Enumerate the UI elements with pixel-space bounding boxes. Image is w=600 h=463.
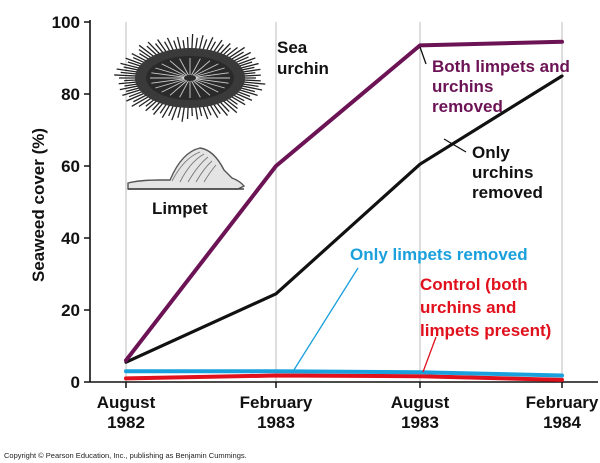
copyright-notice: Copyright © Pearson Education, Inc., pub… (4, 451, 247, 460)
series-label-0: Both limpets and urchins removed (432, 57, 570, 116)
series-label-2: Only limpets removed (350, 245, 528, 264)
sea-urchin-illustration (114, 33, 266, 122)
x-tick-label: February 1984 (526, 393, 599, 432)
y-tick-label: 0 (71, 373, 80, 392)
series-line-2 (124, 369, 564, 378)
limpet-illustration (127, 147, 246, 190)
x-tick-label: August 1982 (97, 393, 156, 432)
annotations: Both limpets and urchins removed Only urchin… (152, 38, 570, 374)
y-tick-label: 80 (61, 85, 80, 104)
y-tick-label: 60 (61, 157, 80, 176)
pointer-only-urchins (443, 138, 467, 153)
series-label-1: Only urchins removed (472, 143, 543, 202)
series-lines (124, 39, 564, 382)
series-label-3: Control (both urchins and limpets present) (420, 275, 551, 340)
series-line-1 (124, 74, 564, 364)
axes: 0 20 40 60 80 100 August 1982 February 1983 August… (52, 13, 599, 432)
sea-urchin-label: Sea urchin (277, 38, 329, 78)
pointer-only-limpets (291, 267, 359, 374)
y-tick-label: 20 (61, 301, 80, 320)
limpet-label: Limpet (152, 199, 208, 218)
grid (125, 22, 563, 382)
x-tick-label: August 1983 (391, 393, 450, 432)
series-line-0 (124, 39, 564, 363)
pointer-control (422, 336, 437, 373)
y-axis-label: Seaweed cover (%) (29, 128, 48, 282)
pointer-both-removed (419, 46, 427, 65)
y-tick-label: 40 (61, 229, 80, 248)
y-tick-label: 100 (52, 13, 80, 32)
x-tick-label: February 1983 (240, 393, 313, 432)
series-line-3 (124, 373, 564, 382)
